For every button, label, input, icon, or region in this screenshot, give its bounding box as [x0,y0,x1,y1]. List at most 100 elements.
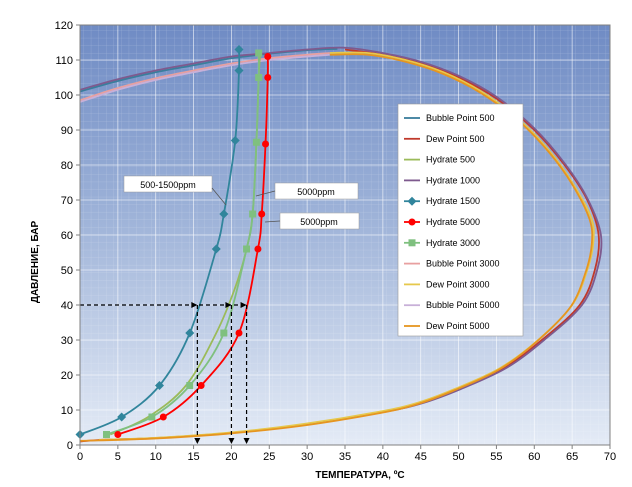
legend-item: Dew Point 500 [404,134,485,144]
legend-item: Dew Point 5000 [404,321,490,331]
legend-item: Bubble Point 5000 [404,300,500,310]
x-tick-label: 65 [566,451,578,463]
data-point-square [220,329,228,337]
data-point-diamond [117,412,127,422]
x-axis-ticks: 0 5 10 15 20 25 30 35 40 45 50 55 60 65 70 [77,445,616,463]
data-point-circle [264,53,272,60]
data-point-circle [197,382,205,389]
data-point-circle [262,140,269,148]
data-point-circle [159,413,167,421]
data-point-diamond [185,328,195,338]
data-point-diamond [234,66,244,75]
data-point-square [252,138,260,146]
y-tick-label: 80 [61,160,73,172]
data-point-diamond [155,381,164,390]
x-tick-label: 45 [415,451,427,463]
legend-label: Hydrate 3000 [426,238,480,248]
x-axis-title: ТЕМПЕРАТУРА, ºC [315,470,404,481]
legend-label: Hydrate 5000 [426,217,480,227]
series-line [79,53,594,442]
legend-label: Hydrate 1500 [426,196,480,206]
y-tick-label: 60 [61,230,73,242]
series-hydrate-1500 [75,45,244,439]
data-point-circle [235,329,243,337]
y-axis-title: ДАВЛЕНИЕ, БАР [30,221,41,304]
data-point-square [255,74,263,81]
data-point-square [186,382,194,389]
legend-label: Dew Point 3000 [426,279,490,289]
legend-label: Hydrate 1000 [426,175,480,185]
x-tick-label: 5 [115,451,121,463]
annotation-label: 5000ppm [300,217,338,227]
data-point-diamond [407,196,417,206]
legend-item: Hydrate 5000 [404,217,480,227]
data-point-square [255,49,263,57]
guides-layer [80,302,250,444]
legend-box [397,103,524,337]
y-tick-label: 50 [61,265,73,277]
x-tick-label: 70 [604,451,616,463]
x-tick-label: 40 [377,451,389,463]
legend-item: Hydrate 500 [404,155,475,165]
legend-item: Bubble Point 500 [404,113,495,123]
annotations: 500-1500ppm 5000ppm 5000ppm [123,175,360,230]
y-tick-label: 30 [61,335,73,347]
data-point-circle [254,245,262,253]
y-axis-ticks: 0 10 20 30 40 50 60 70 80 90 100 110 120 [55,20,80,452]
y-tick-label: 110 [55,55,73,67]
x-tick-label: 15 [187,451,199,463]
data-point-circle [114,431,122,438]
guide-arrow-down [243,438,250,444]
x-tick-label: 60 [528,451,540,463]
data-point-square [408,239,416,247]
legend-item: Hydrate 3000 [404,238,480,248]
annotation-label: 500-1500ppm [140,180,196,190]
series-bubble-point-3000 [79,52,330,102]
data-point-diamond [230,136,240,145]
legend-item: Hydrate 1500 [404,196,480,206]
y-tick-label: 20 [61,370,73,382]
annotation-label: 5000ppm [297,187,335,197]
x-tick-label: 10 [150,451,162,463]
data-point-square [103,431,110,438]
legend-label: Bubble Point 3000 [426,259,500,269]
x-tick-label: 0 [77,451,83,463]
y-tick-label: 10 [61,405,73,417]
series-line [79,53,330,103]
guide-arrow-right [191,302,198,308]
legend-item: Hydrate 1000 [404,175,480,185]
x-tick-label: 25 [263,451,275,463]
y-tick-label: 40 [61,300,73,312]
data-point-circle [408,218,416,226]
legend-label: Dew Point 5000 [426,321,490,331]
data-point-diamond [211,244,221,254]
legend-label: Bubble Point 500 [426,113,495,123]
guide-arrow-down [194,438,201,444]
guide-arrow-right [240,302,247,308]
legend-item: Bubble Point 3000 [404,259,500,269]
y-tick-label: 0 [67,440,73,452]
guide-arrow-right [225,302,232,308]
data-point-square [243,245,251,253]
data-point-diamond [234,45,244,54]
data-point-square [249,210,257,218]
x-tick-label: 30 [301,451,313,463]
legend: Bubble Point 500 Dew Point 500 Hydrate 500… [397,103,524,337]
data-point-circle [264,74,272,81]
x-tick-label: 50 [452,451,464,463]
x-tick-label: 20 [225,451,237,463]
y-tick-label: 100 [55,90,73,102]
y-tick-label: 90 [61,125,73,137]
legend-label: Dew Point 500 [426,134,485,144]
annotation-5000ppm-upper: 5000ppm [255,182,359,200]
series-bubble-point-5000 [79,53,330,103]
y-tick-label: 120 [55,20,73,32]
legend-label: Hydrate 500 [426,155,475,165]
data-point-diamond [219,209,229,219]
annotation-5000ppm-lower: 5000ppm [264,212,360,230]
series-dew-point-5000 [79,53,594,442]
series-layer [75,45,603,443]
legend-label: Bubble Point 5000 [426,300,500,310]
series-hydrate-5000 [114,53,272,438]
